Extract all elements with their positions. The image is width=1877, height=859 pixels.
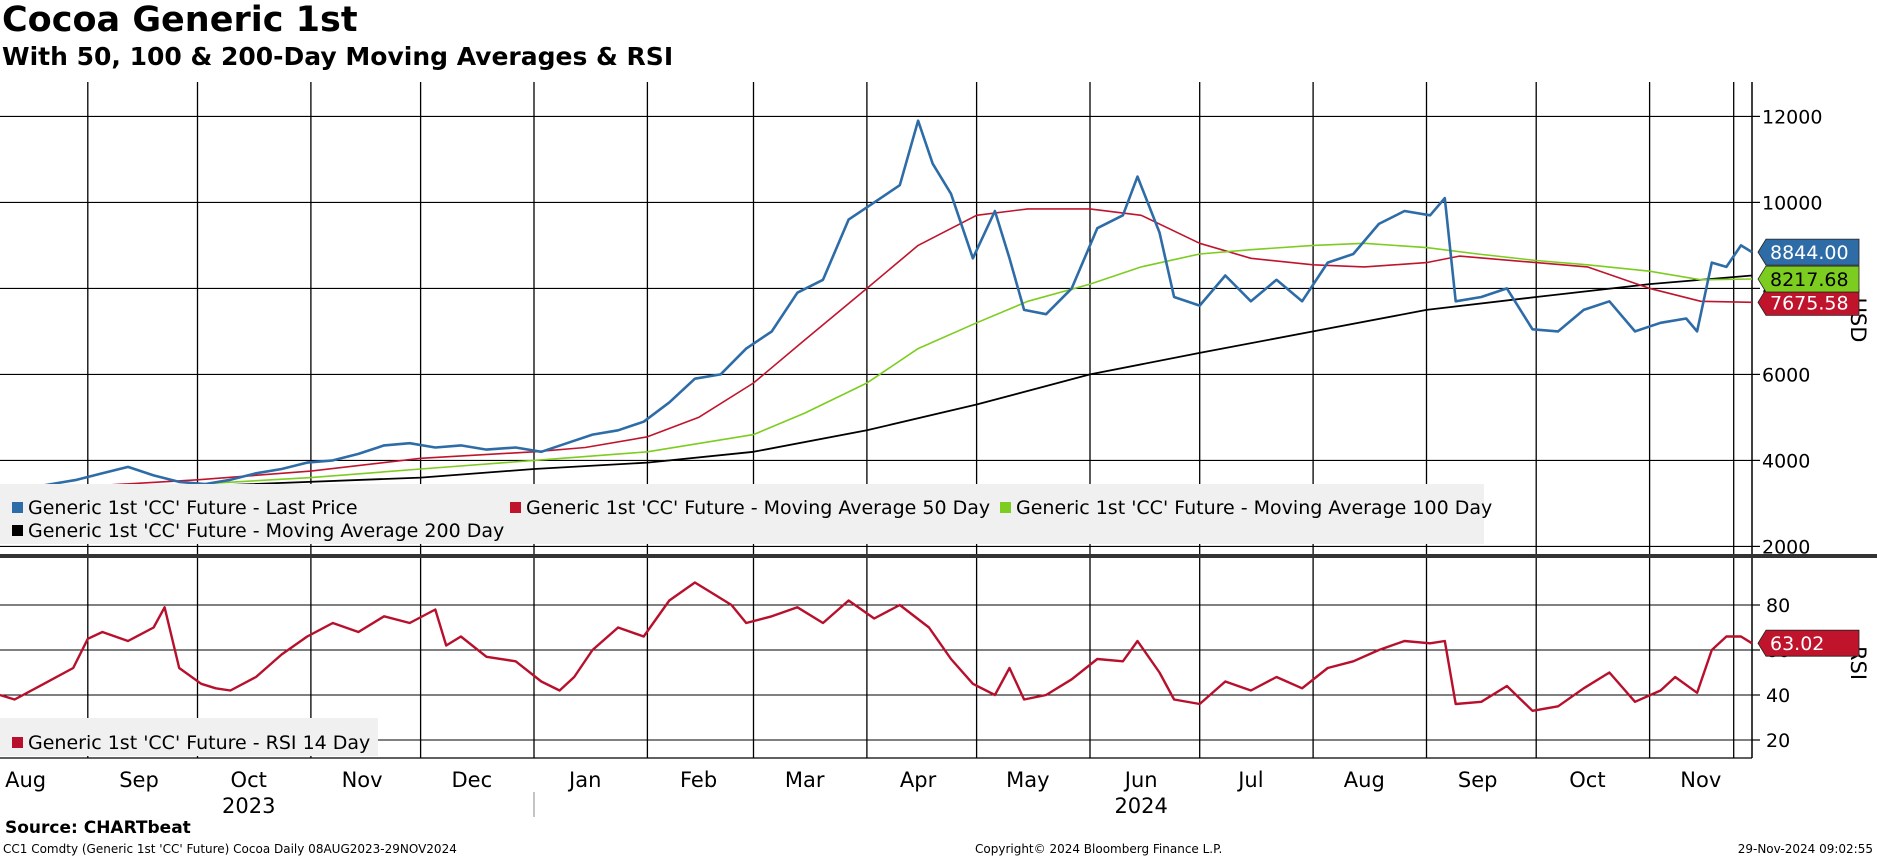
rsi-tag-bg xyxy=(1757,629,1860,657)
ma50-tag-text: 7675.58 xyxy=(1770,292,1849,314)
legend-label: Generic 1st 'CC' Future - Moving Average… xyxy=(526,497,990,519)
x-tick-label: Jan xyxy=(567,768,601,792)
x-tick-label: Nov xyxy=(1680,768,1721,792)
series-ma100 xyxy=(0,242,1753,500)
last-price-tag: 8844.00 xyxy=(1757,238,1860,266)
ticker-info: CC1 Comdty (Generic 1st 'CC' Future) Coc… xyxy=(3,842,457,856)
source-label: Source: CHARTbeat xyxy=(5,818,191,838)
price-tick-label: 4000 xyxy=(1762,450,1810,472)
series-last-price xyxy=(0,119,1753,490)
x-tick-label: Oct xyxy=(1569,768,1605,792)
price-tick-label: 6000 xyxy=(1762,364,1810,386)
last-price-tag-text: 8844.00 xyxy=(1770,242,1849,264)
x-year-label: 2024 xyxy=(1114,794,1167,818)
x-tick-label: May xyxy=(1006,768,1049,792)
chart-subtitle: With 50, 100 & 200-Day Moving Averages &… xyxy=(2,42,674,71)
x-tick-label: Aug xyxy=(1344,768,1385,792)
rsi-tick-label: 20 xyxy=(1766,730,1790,752)
price-legend xyxy=(0,484,1484,544)
timestamp: 29-Nov-2024 09:02:55 xyxy=(1737,842,1873,856)
rsi-legend xyxy=(0,718,378,756)
rsi-tag-text: 63.02 xyxy=(1770,633,1824,655)
x-tick-label: Jun xyxy=(1123,768,1158,792)
legend-swatch xyxy=(12,737,23,748)
series-ma50 xyxy=(0,208,1753,494)
x-tick-label: Dec xyxy=(452,768,493,792)
legend-label: Generic 1st 'CC' Future - Moving Average… xyxy=(28,520,504,542)
legend-label: Generic 1st 'CC' Future - RSI 14 Day xyxy=(28,732,370,754)
ma50-tag-bg xyxy=(1757,288,1860,316)
x-tick-label: Sep xyxy=(119,768,159,792)
price-tick-label: 12000 xyxy=(1762,106,1822,128)
last-price-tag-bg xyxy=(1757,238,1860,266)
x-tick-label: Jul xyxy=(1236,768,1263,792)
x-tick-label: Oct xyxy=(231,768,267,792)
price-tick-label: 2000 xyxy=(1762,536,1810,558)
ma50-tag: 7675.58 xyxy=(1757,288,1860,316)
panel-divider xyxy=(0,554,1877,558)
series-rsi xyxy=(0,581,1753,712)
price-tick-label: 10000 xyxy=(1762,192,1822,214)
rsi-tick-label: 80 xyxy=(1766,595,1790,617)
ma100-tag: 8217.68 xyxy=(1757,265,1860,293)
x-tick-label: Nov xyxy=(342,768,383,792)
x-tick-label: Aug xyxy=(5,768,46,792)
rsi-tag: 63.02 xyxy=(1757,629,1860,657)
x-tick-label: Feb xyxy=(680,768,717,792)
legend-swatch xyxy=(1000,502,1011,513)
legend-swatch xyxy=(510,502,521,513)
x-tick-label: Mar xyxy=(785,768,825,792)
copyright: Copyright© 2024 Bloomberg Finance L.P. xyxy=(975,842,1223,856)
rsi-tick-label: 40 xyxy=(1766,685,1790,707)
legend-swatch xyxy=(12,502,23,513)
chart-title: Cocoa Generic 1st xyxy=(2,0,358,40)
ma100-tag-text: 8217.68 xyxy=(1770,269,1849,291)
ma100-tag-bg xyxy=(1757,265,1860,293)
series-ma200 xyxy=(0,274,1753,492)
legend-label: Generic 1st 'CC' Future - Last Price xyxy=(28,497,358,519)
x-tick-label: Sep xyxy=(1458,768,1498,792)
x-tick-label: Apr xyxy=(900,768,937,792)
x-year-label: 2023 xyxy=(222,794,275,818)
legend-swatch xyxy=(12,525,23,536)
legend-label: Generic 1st 'CC' Future - Moving Average… xyxy=(1016,497,1492,519)
